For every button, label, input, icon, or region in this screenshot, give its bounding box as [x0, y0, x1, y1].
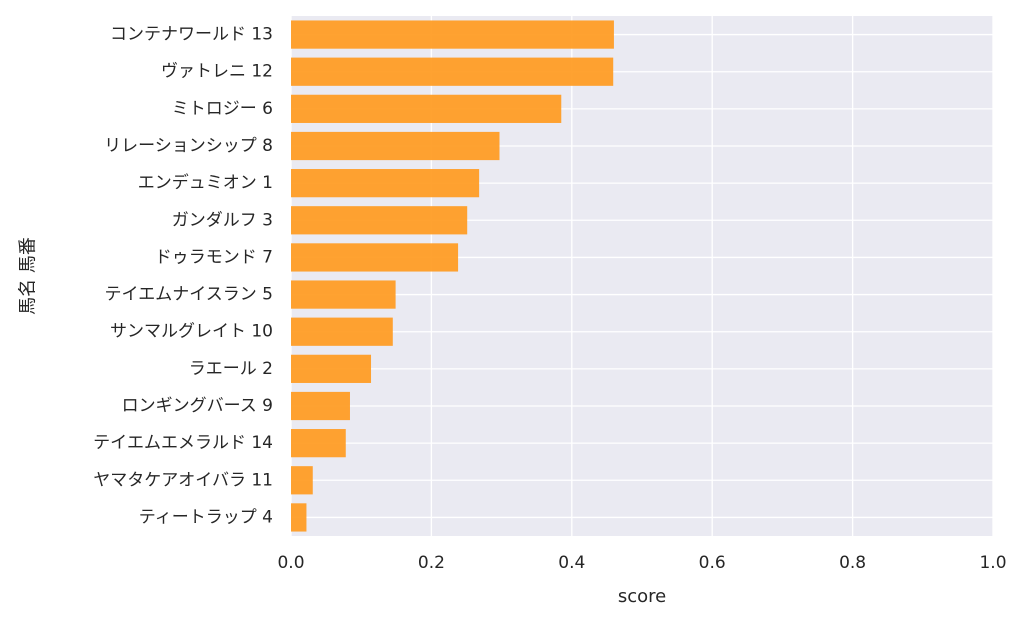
bar: [291, 503, 307, 532]
bar: [291, 466, 313, 495]
x-axis-title: score: [618, 586, 666, 607]
y-tick-label: ミトロジー 6: [172, 99, 273, 119]
x-tick-label: 0.0: [277, 553, 304, 573]
y-tick-labels: コンテナワールド 13 ヴァトレニ 12 ミトロジー 6 リレーションシップ 8 エンデ…: [93, 25, 273, 528]
x-tick-label: 0.6: [699, 553, 726, 573]
bars: [291, 20, 614, 532]
bar: [291, 429, 346, 458]
x-tick-label: 1.0: [979, 553, 1006, 573]
y-tick-label: ティートラップ 4: [139, 507, 273, 527]
y-tick-label: テイエムナイスラン 5: [104, 285, 273, 305]
y-tick-label: ドゥラモンド 7: [155, 247, 273, 267]
bar: [291, 206, 468, 235]
bar: [291, 391, 350, 421]
x-tick-labels: 0.0 0.2 0.4 0.6 0.8 1.0: [277, 553, 1006, 573]
y-tick-label: サンマルグレイト 10: [110, 322, 273, 342]
y-tick-label: ガンダルフ 3: [172, 210, 273, 230]
y-tick-label: リレーションシップ 8: [104, 136, 273, 156]
y-tick-label: ヤマタケアオイバラ 11: [93, 470, 273, 490]
y-tick-label: エンデュミオン 1: [138, 172, 273, 193]
bar: [291, 94, 562, 123]
y-tick-label: ヴァトレニ 12: [161, 62, 273, 82]
bar: [291, 243, 459, 272]
bar: [291, 354, 372, 383]
x-tick-label: 0.2: [418, 553, 445, 573]
bar: [291, 169, 480, 198]
y-tick-label: コンテナワールド 13: [110, 25, 273, 45]
y-tick-label: ロンギングバース 9: [122, 396, 273, 416]
bar: [291, 57, 614, 86]
bar: [291, 280, 396, 309]
bar: [291, 317, 393, 346]
x-tick-label: 0.8: [839, 553, 866, 573]
bar: [291, 20, 614, 49]
plot-area: [291, 16, 993, 536]
y-tick-label: テイエムエメラルド 14: [93, 433, 273, 453]
x-tick-label: 0.4: [558, 553, 585, 573]
bar: [291, 131, 500, 161]
y-tick-label: ラエール 2: [189, 359, 273, 379]
y-axis-title: 馬名 馬番: [18, 237, 39, 315]
